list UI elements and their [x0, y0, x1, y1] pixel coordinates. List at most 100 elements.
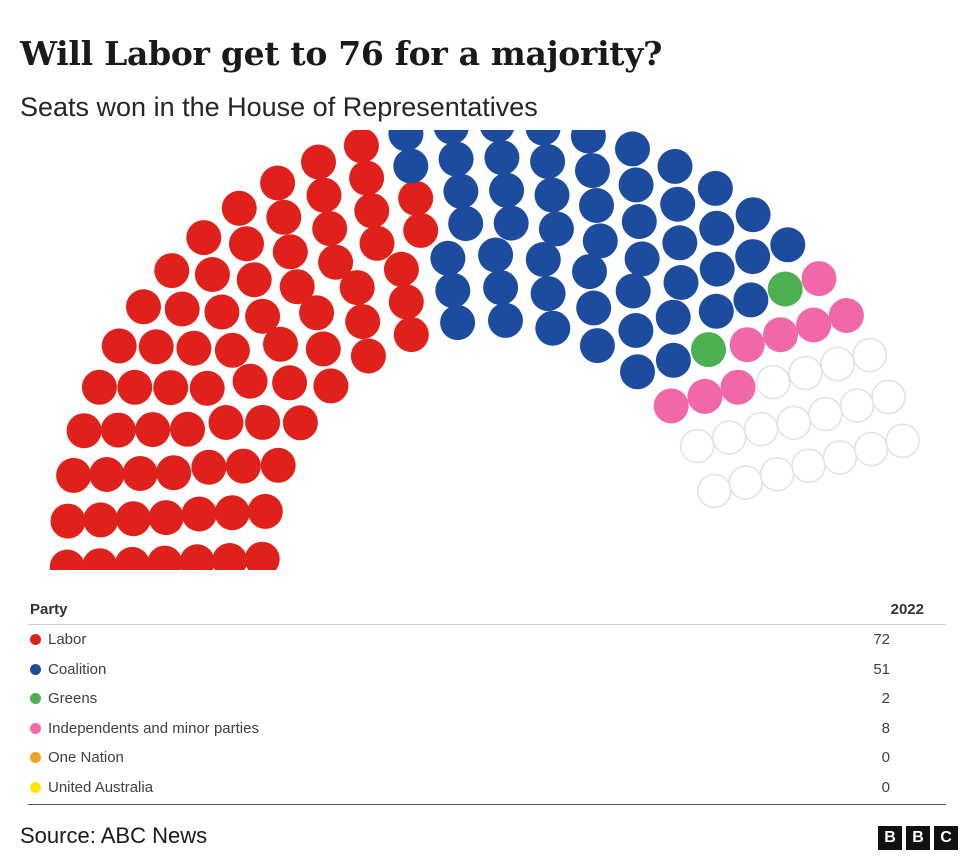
seat-labor — [398, 180, 434, 216]
seat-labor — [383, 251, 419, 287]
seat-labor — [122, 456, 158, 491]
party-column-header: Party — [30, 601, 68, 618]
seat-coalition — [440, 305, 476, 341]
seat-undeclared — [697, 473, 732, 509]
party-color-dot — [30, 722, 41, 734]
seat-coalition — [388, 130, 424, 152]
seat-undeclared — [711, 420, 747, 455]
legend-rows: Labor 72 Coalition 51 Greens 2 Independents an… — [28, 625, 946, 802]
legend-label: United Australia — [30, 779, 153, 796]
seat-labor — [343, 130, 379, 164]
seat-labor — [393, 317, 429, 353]
seat-labor — [236, 262, 272, 298]
seat-labor — [100, 412, 136, 448]
legend-row: Coalition 51 — [28, 655, 946, 685]
seat-labor — [301, 144, 336, 180]
seat-coalition — [525, 130, 561, 146]
seat-undeclared — [728, 465, 763, 500]
seat-coalition — [660, 186, 696, 222]
seat-coalition — [698, 293, 734, 329]
legend-label: Greens — [30, 690, 97, 707]
seat-independents-and-minor-parties — [828, 298, 864, 333]
seat-undeclared — [743, 411, 779, 447]
seat-labor — [306, 177, 342, 213]
seat-count: 72 — [873, 631, 890, 649]
legend-row: One Nation 0 — [28, 743, 946, 773]
seat-labor — [263, 326, 298, 362]
seat-coalition — [620, 354, 655, 390]
seat-greens — [767, 271, 803, 307]
seat-coalition — [576, 290, 612, 326]
party-color-dot — [30, 781, 41, 793]
seat-labor — [176, 330, 212, 366]
seat-coalition — [618, 167, 654, 203]
party-name: Coalition — [48, 660, 107, 678]
seat-labor — [49, 549, 85, 570]
seat-labor — [266, 199, 302, 235]
seat-coalition — [582, 223, 618, 259]
seat-labor — [191, 449, 227, 485]
seat-labor — [359, 225, 395, 261]
seat-labor — [147, 545, 183, 570]
seat-independents-and-minor-parties — [796, 307, 832, 343]
seat-coalition — [478, 237, 514, 273]
seat-labor — [186, 220, 222, 256]
seat-undeclared — [755, 364, 791, 400]
seat-undeclared — [822, 440, 858, 475]
seat-coalition — [525, 242, 561, 277]
party-name: United Australia — [48, 778, 154, 796]
party-color-dot — [30, 752, 41, 764]
seat-coalition — [579, 188, 614, 223]
seat-labor — [66, 413, 102, 449]
seat-count: 8 — [881, 719, 890, 737]
seat-coalition — [624, 241, 660, 277]
party-name: Labor — [48, 631, 87, 649]
legend-row: Labor 72 — [28, 625, 946, 655]
legend-row: Greens 2 — [28, 684, 946, 714]
seat-undeclared — [776, 405, 812, 440]
seat-labor — [305, 331, 341, 367]
legend-label: Independents and minor parties — [30, 720, 259, 737]
seat-labor — [282, 405, 318, 441]
seat-labor — [260, 165, 296, 201]
seat-labor — [189, 370, 225, 406]
seat-labor — [229, 226, 264, 262]
seat-labor — [225, 448, 261, 484]
party-name: One Nation — [48, 749, 124, 767]
seat-undeclared — [791, 448, 826, 484]
chart-title: Will Labor get to 76 for a majority? — [20, 34, 663, 73]
seat-labor — [354, 193, 390, 229]
seat-labor — [50, 503, 86, 539]
seat-coalition — [735, 239, 771, 275]
seat-coalition — [615, 273, 651, 309]
seat-coalition — [655, 299, 691, 335]
seat-undeclared — [808, 396, 843, 432]
seat-coalition — [448, 206, 484, 242]
seat-coalition — [530, 276, 566, 312]
seat-labor — [135, 412, 171, 448]
seat-labor — [244, 541, 280, 570]
year-column-header: 2022 — [890, 601, 924, 618]
seat-labor — [164, 291, 200, 327]
seat-labor — [179, 544, 215, 570]
seat-labor — [221, 190, 257, 226]
seat-coalition — [770, 227, 806, 263]
seat-labor — [345, 304, 381, 340]
seat-independents-and-minor-parties — [653, 388, 689, 424]
source-note: Source: ABC News — [20, 823, 208, 848]
bbc-logo-letter: B — [906, 826, 930, 850]
legend-divider — [28, 804, 946, 805]
seat-undeclared — [759, 456, 795, 492]
seat-labor — [312, 211, 348, 247]
seat-labor — [156, 455, 192, 491]
seat-undeclared — [820, 346, 855, 382]
seat-coalition — [393, 148, 429, 184]
party-name: Greens — [48, 690, 98, 708]
seat-labor — [208, 405, 244, 440]
seat-labor — [318, 244, 354, 280]
seat-labor — [83, 502, 119, 538]
seat-coalition — [489, 172, 525, 208]
seat-coalition — [615, 131, 650, 167]
seat-labor — [170, 411, 205, 447]
party-color-dot — [30, 634, 41, 646]
